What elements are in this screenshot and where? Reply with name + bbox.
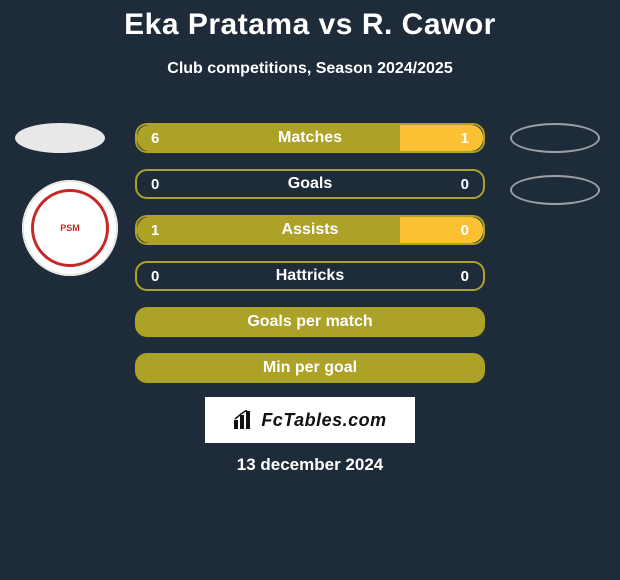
date-label: 13 december 2024 bbox=[0, 455, 620, 475]
club-crest-text: PSM bbox=[60, 224, 80, 233]
club-crest-left: PSM bbox=[22, 180, 118, 276]
stat-label: Assists bbox=[137, 217, 483, 243]
player-badge-right-2 bbox=[510, 175, 600, 205]
stat-label: Goals bbox=[137, 171, 483, 197]
stat-row-matches: 61Matches bbox=[135, 123, 485, 153]
stat-row-assists: 10Assists bbox=[135, 215, 485, 245]
stat-row-hattricks: 00Hattricks bbox=[135, 261, 485, 291]
fctables-icon bbox=[233, 410, 255, 430]
fctables-watermark: FcTables.com bbox=[205, 397, 415, 443]
club-crest-inner: PSM bbox=[31, 189, 109, 267]
fctables-label: FcTables.com bbox=[261, 410, 386, 431]
solo-bar-min-per-goal: Min per goal bbox=[135, 353, 485, 383]
solo-bar-goals-per-match: Goals per match bbox=[135, 307, 485, 337]
subtitle: Club competitions, Season 2024/2025 bbox=[0, 60, 620, 78]
player-badge-right-1 bbox=[510, 123, 600, 153]
player-badge-left bbox=[15, 123, 105, 153]
comparison-card: Eka Pratama vs R. Cawor Club competition… bbox=[0, 0, 620, 580]
stat-label: Matches bbox=[137, 125, 483, 151]
stat-row-goals: 00Goals bbox=[135, 169, 485, 199]
stat-bars: 61Matches 00Goals 10Assists 00Hattricks Goal… bbox=[135, 123, 485, 399]
page-title: Eka Pratama vs R. Cawor bbox=[0, 0, 620, 42]
stat-label: Hattricks bbox=[137, 263, 483, 289]
